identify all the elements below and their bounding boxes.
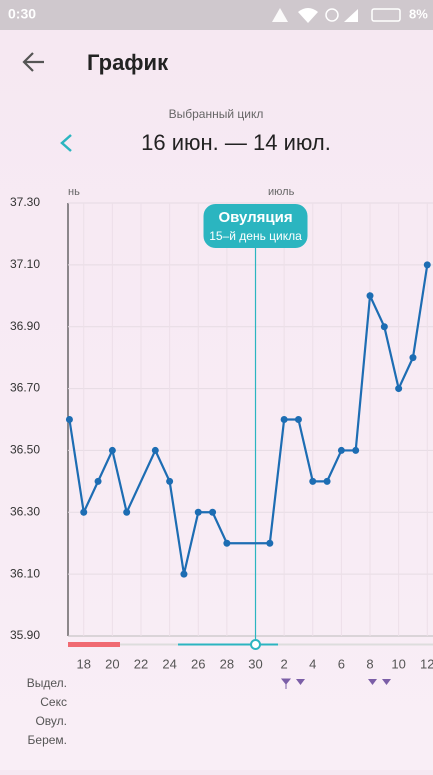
point <box>266 539 274 547</box>
point <box>423 261 431 269</box>
month-label: июль <box>268 186 295 198</box>
point <box>337 446 345 454</box>
y-tick-label: 35.90 <box>10 628 40 642</box>
y-tick-label: 36.50 <box>10 443 40 457</box>
y-tick-label: 36.90 <box>10 319 40 333</box>
ovulation-subtitle: 15–й день цикла <box>209 229 302 243</box>
point <box>108 446 116 454</box>
back-button[interactable] <box>22 52 44 72</box>
x-tick-label: 30 <box>248 656 262 671</box>
point <box>180 570 188 578</box>
point <box>352 446 360 454</box>
cycle-range: 16 июн. — 14 июл. <box>141 130 331 155</box>
row-label: Секс <box>40 695 67 709</box>
x-tick-label: 26 <box>191 656 205 671</box>
point <box>194 508 202 516</box>
point <box>65 416 73 423</box>
point <box>280 416 288 423</box>
point <box>395 385 403 393</box>
x-tick-label: 8 <box>366 656 373 671</box>
ovulation-callout <box>203 204 308 248</box>
period-bar <box>68 642 120 647</box>
y-tick-label: 37.10 <box>10 257 40 271</box>
battery: 8% <box>409 6 428 21</box>
cycle-caption: Выбранный цикл <box>169 107 264 121</box>
x-tick-label: 28 <box>220 656 234 671</box>
prev-cycle[interactable] <box>60 134 72 152</box>
ovulation-title: Овуляция <box>218 209 292 226</box>
month-label: нь <box>68 186 80 198</box>
row-label: Выдел. <box>27 676 67 690</box>
point <box>94 477 102 485</box>
point <box>380 323 388 331</box>
y-tick-label: 36.10 <box>10 566 40 580</box>
y-tick-label: 36.70 <box>10 381 40 395</box>
y-tick-label: 36.30 <box>10 504 40 518</box>
status-icons <box>272 8 401 23</box>
y-tick-label: 37.30 <box>10 195 40 209</box>
point <box>309 477 317 485</box>
point <box>123 508 131 516</box>
status-bar <box>0 0 433 30</box>
row-icons <box>280 678 391 689</box>
row-label: Берем. <box>28 733 67 747</box>
x-tick-label: 20 <box>105 656 119 671</box>
point <box>209 508 217 516</box>
x-tick-label: 6 <box>338 656 345 671</box>
row-label: Овул. <box>35 714 67 728</box>
point <box>323 477 331 485</box>
x-tick-label: 12 <box>420 656 433 671</box>
point <box>80 508 88 516</box>
point <box>294 416 302 423</box>
header-title: График <box>87 50 169 75</box>
x-tick-label: 24 <box>162 656 176 671</box>
x-tick-label: 18 <box>77 656 91 671</box>
time: 0:30 <box>8 6 36 22</box>
x-tick-label: 10 <box>391 656 405 671</box>
point <box>409 354 417 362</box>
point <box>223 539 231 547</box>
temperature-line <box>68 264 429 575</box>
point <box>166 477 174 485</box>
ovulation-marker <box>250 639 262 650</box>
x-tick-label: 2 <box>281 656 288 671</box>
x-tick-label: 22 <box>134 656 148 671</box>
x-tick-label: 4 <box>309 656 316 671</box>
point <box>151 446 159 454</box>
point <box>366 292 374 300</box>
